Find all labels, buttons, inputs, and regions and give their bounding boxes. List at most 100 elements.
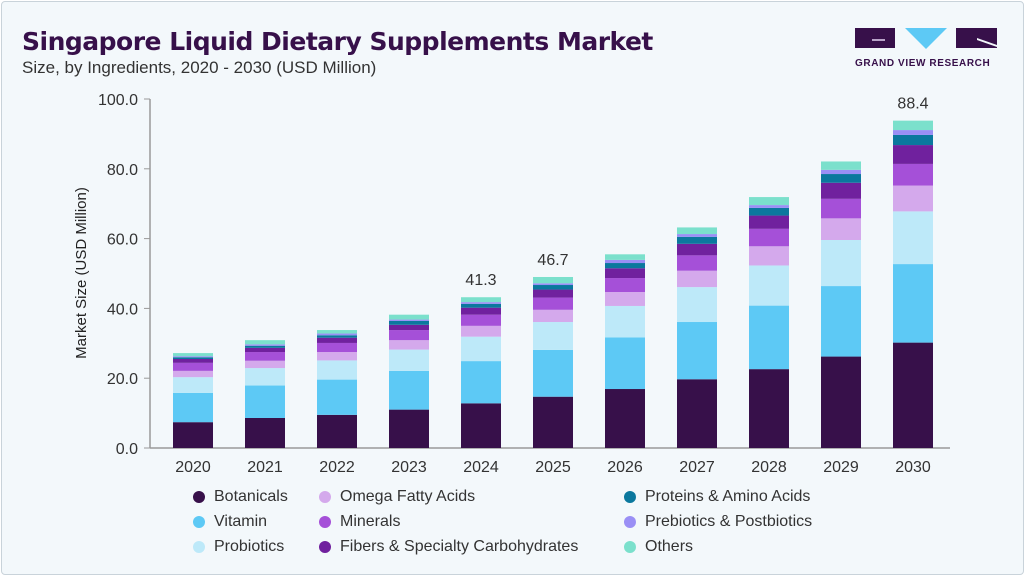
x-tick-label: 2020 xyxy=(175,459,211,476)
x-tick-label: 2029 xyxy=(823,459,859,476)
bar-segment-prebiotics-postbiotics-2020 xyxy=(173,356,213,358)
bar-segment-fibers-specialty-carbohydrates-2024 xyxy=(461,307,501,315)
bar-segment-probiotics-2029 xyxy=(821,239,861,287)
bar-segment-minerals-2021 xyxy=(245,352,285,361)
bar-segment-botanicals-2023 xyxy=(389,409,429,448)
legend-item: Fibers & Specialty Carbohydrates xyxy=(319,538,578,556)
y-tick-label: 20.0 xyxy=(107,371,138,388)
bar-segment-omega-fatty-acids-2027 xyxy=(677,270,717,288)
bar-segment-others-2028 xyxy=(749,197,789,206)
bar-segment-omega-fatty-acids-2020 xyxy=(173,370,213,378)
legend-item: Probiotics xyxy=(193,538,284,556)
bar-segment-prebiotics-postbiotics-2026 xyxy=(605,259,645,264)
legend-item: Vitamin xyxy=(193,513,267,531)
bar-segment-others-2021 xyxy=(245,340,285,345)
total-data-label: 46.7 xyxy=(537,252,568,269)
bar-segment-proteins-amino-acids-2024 xyxy=(461,303,501,308)
bar-segment-others-2027 xyxy=(677,227,717,235)
bar-segment-minerals-2027 xyxy=(677,255,717,271)
x-tick-label: 2022 xyxy=(319,459,355,476)
bar-segment-probiotics-2023 xyxy=(389,349,429,371)
y-tick-label: 60.0 xyxy=(107,232,138,249)
x-tick-label: 2025 xyxy=(535,459,571,476)
y-tick-label: 40.0 xyxy=(107,301,138,318)
legend-swatch-icon xyxy=(319,491,331,503)
legend-swatch-icon xyxy=(624,541,636,553)
bar-segment-vitamin-2027 xyxy=(677,322,717,380)
bar-segment-omega-fatty-acids-2025 xyxy=(533,309,573,323)
x-tick-label: 2024 xyxy=(463,459,499,476)
bar-segment-prebiotics-postbiotics-2023 xyxy=(389,319,429,321)
bar-segment-botanicals-2024 xyxy=(461,403,501,448)
bar-segment-others-2025 xyxy=(533,276,573,284)
bar-segment-botanicals-2022 xyxy=(317,414,357,448)
legend-swatch-icon xyxy=(624,516,636,528)
x-tick-label: 2030 xyxy=(895,459,931,476)
legend-item: Proteins & Amino Acids xyxy=(624,488,810,506)
bar-segment-minerals-2020 xyxy=(173,362,213,371)
legend-item: Prebiotics & Postbiotics xyxy=(624,513,812,531)
bar-segment-vitamin-2023 xyxy=(389,370,429,410)
bar-segment-vitamin-2026 xyxy=(605,337,645,390)
bar-segment-fibers-specialty-carbohydrates-2030 xyxy=(893,145,933,164)
bar-segment-probiotics-2025 xyxy=(533,322,573,350)
total-data-label: 88.4 xyxy=(897,96,928,113)
bar-segment-proteins-amino-acids-2027 xyxy=(677,236,717,244)
bar-segment-others-2030 xyxy=(893,120,933,131)
bar-segment-botanicals-2020 xyxy=(173,422,213,448)
bar-segment-prebiotics-postbiotics-2022 xyxy=(317,333,357,336)
bar-segment-probiotics-2028 xyxy=(749,265,789,306)
bar-segment-fibers-specialty-carbohydrates-2021 xyxy=(245,347,285,353)
bar-segment-vitamin-2020 xyxy=(173,392,213,423)
bar-segment-probiotics-2027 xyxy=(677,287,717,323)
bar-segment-probiotics-2022 xyxy=(317,360,357,380)
bar-segment-omega-fatty-acids-2030 xyxy=(893,185,933,212)
gvr-logo-icon xyxy=(855,28,997,49)
bar-segment-others-2023 xyxy=(389,314,429,320)
bar-segment-minerals-2026 xyxy=(605,278,645,292)
legend-item: Omega Fatty Acids xyxy=(319,488,475,506)
bar-segment-others-2029 xyxy=(821,161,861,170)
bar-segment-omega-fatty-acids-2029 xyxy=(821,218,861,240)
legend-label: Vitamin xyxy=(214,513,268,530)
bar-segment-vitamin-2022 xyxy=(317,379,357,415)
legend-item: Botanicals xyxy=(193,488,288,506)
bar-segment-proteins-amino-acids-2020 xyxy=(173,357,213,360)
bar-segment-minerals-2025 xyxy=(533,297,573,310)
bar-segment-botanicals-2026 xyxy=(605,389,645,448)
legend-label: Minerals xyxy=(340,513,401,530)
bar-segment-vitamin-2024 xyxy=(461,361,501,404)
bar-segment-prebiotics-postbiotics-2028 xyxy=(749,205,789,208)
bar-segment-others-2024 xyxy=(461,297,501,303)
y-tick-label: 80.0 xyxy=(107,162,138,179)
x-tick-label: 2021 xyxy=(247,459,283,476)
bar-segment-others-2020 xyxy=(173,353,213,357)
bar-segment-proteins-amino-acids-2030 xyxy=(893,134,933,146)
bar-segment-proteins-amino-acids-2025 xyxy=(533,285,573,290)
legend-label: Proteins & Amino Acids xyxy=(645,488,811,505)
legend-swatch-icon xyxy=(193,541,205,553)
bar-segment-fibers-specialty-carbohydrates-2022 xyxy=(317,337,357,343)
bar-segment-proteins-amino-acids-2022 xyxy=(317,335,357,338)
bar-segment-proteins-amino-acids-2026 xyxy=(605,263,645,269)
legend-item: Others xyxy=(624,538,693,556)
bar-segment-probiotics-2020 xyxy=(173,377,213,393)
bar-segment-probiotics-2030 xyxy=(893,211,933,265)
bar-segment-omega-fatty-acids-2024 xyxy=(461,325,501,337)
bar-segment-botanicals-2028 xyxy=(749,369,789,448)
bar-segment-fibers-specialty-carbohydrates-2023 xyxy=(389,324,429,331)
bar-segment-omega-fatty-acids-2028 xyxy=(749,246,789,266)
bar-segment-probiotics-2021 xyxy=(245,368,285,386)
bar-segment-proteins-amino-acids-2028 xyxy=(749,207,789,216)
bar-segment-others-2022 xyxy=(317,330,357,334)
legend-label: Botanicals xyxy=(214,488,288,505)
bar-segment-prebiotics-postbiotics-2027 xyxy=(677,234,717,237)
bar-segment-minerals-2024 xyxy=(461,314,501,326)
bar-segment-omega-fatty-acids-2023 xyxy=(389,340,429,350)
bar-segment-others-2026 xyxy=(605,254,645,260)
bar-segment-prebiotics-postbiotics-2021 xyxy=(245,344,285,346)
legend-item: Minerals xyxy=(319,513,400,531)
bar-segment-fibers-specialty-carbohydrates-2028 xyxy=(749,215,789,229)
logo-text: GRAND VIEW RESEARCH xyxy=(855,58,991,69)
